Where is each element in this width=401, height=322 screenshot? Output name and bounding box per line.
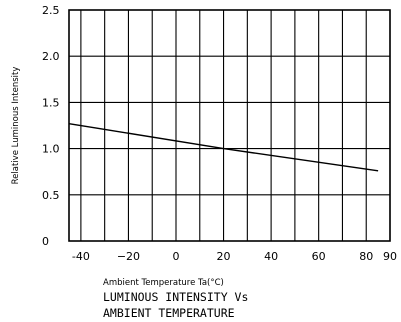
x-axis-label: Ambient Temperature Ta(°C) <box>103 278 224 288</box>
y-tick-label: 1.5 <box>42 96 60 109</box>
series-line <box>68 122 379 172</box>
plot-frame <box>68 9 391 242</box>
caption-line-2: AMBIENT TEMPERATURE <box>103 306 235 320</box>
series-layer <box>68 122 379 172</box>
y-tick-label: 2.0 <box>42 50 60 63</box>
y-axis-label: Relative Luminous Intensity <box>11 67 21 185</box>
y-tick-label: 2.5 <box>42 4 60 17</box>
x-tick-label: -40 <box>72 250 90 263</box>
y-tick-label: 1.0 <box>42 143 60 156</box>
x-tick-label: 90 <box>383 250 397 263</box>
x-tick-label: 80 <box>359 250 373 263</box>
y-tick-labels: 0 0.5 1.0 1.5 2.0 2.5 <box>42 4 60 248</box>
y-tick-label: 0 <box>42 235 49 248</box>
x-tick-labels: -40 −20 0 20 40 60 80 90 <box>72 250 397 263</box>
x-tick-label: 0 <box>173 250 180 263</box>
grid <box>69 9 391 242</box>
caption-line-1: LUMINOUS INTENSITY Vs <box>103 290 248 304</box>
x-tick-label: 40 <box>264 250 278 263</box>
y-tick-label: 0.5 <box>42 189 60 202</box>
x-tick-label: 60 <box>312 250 326 263</box>
x-tick-label: −20 <box>117 250 140 263</box>
x-tick-label: 20 <box>217 250 231 263</box>
